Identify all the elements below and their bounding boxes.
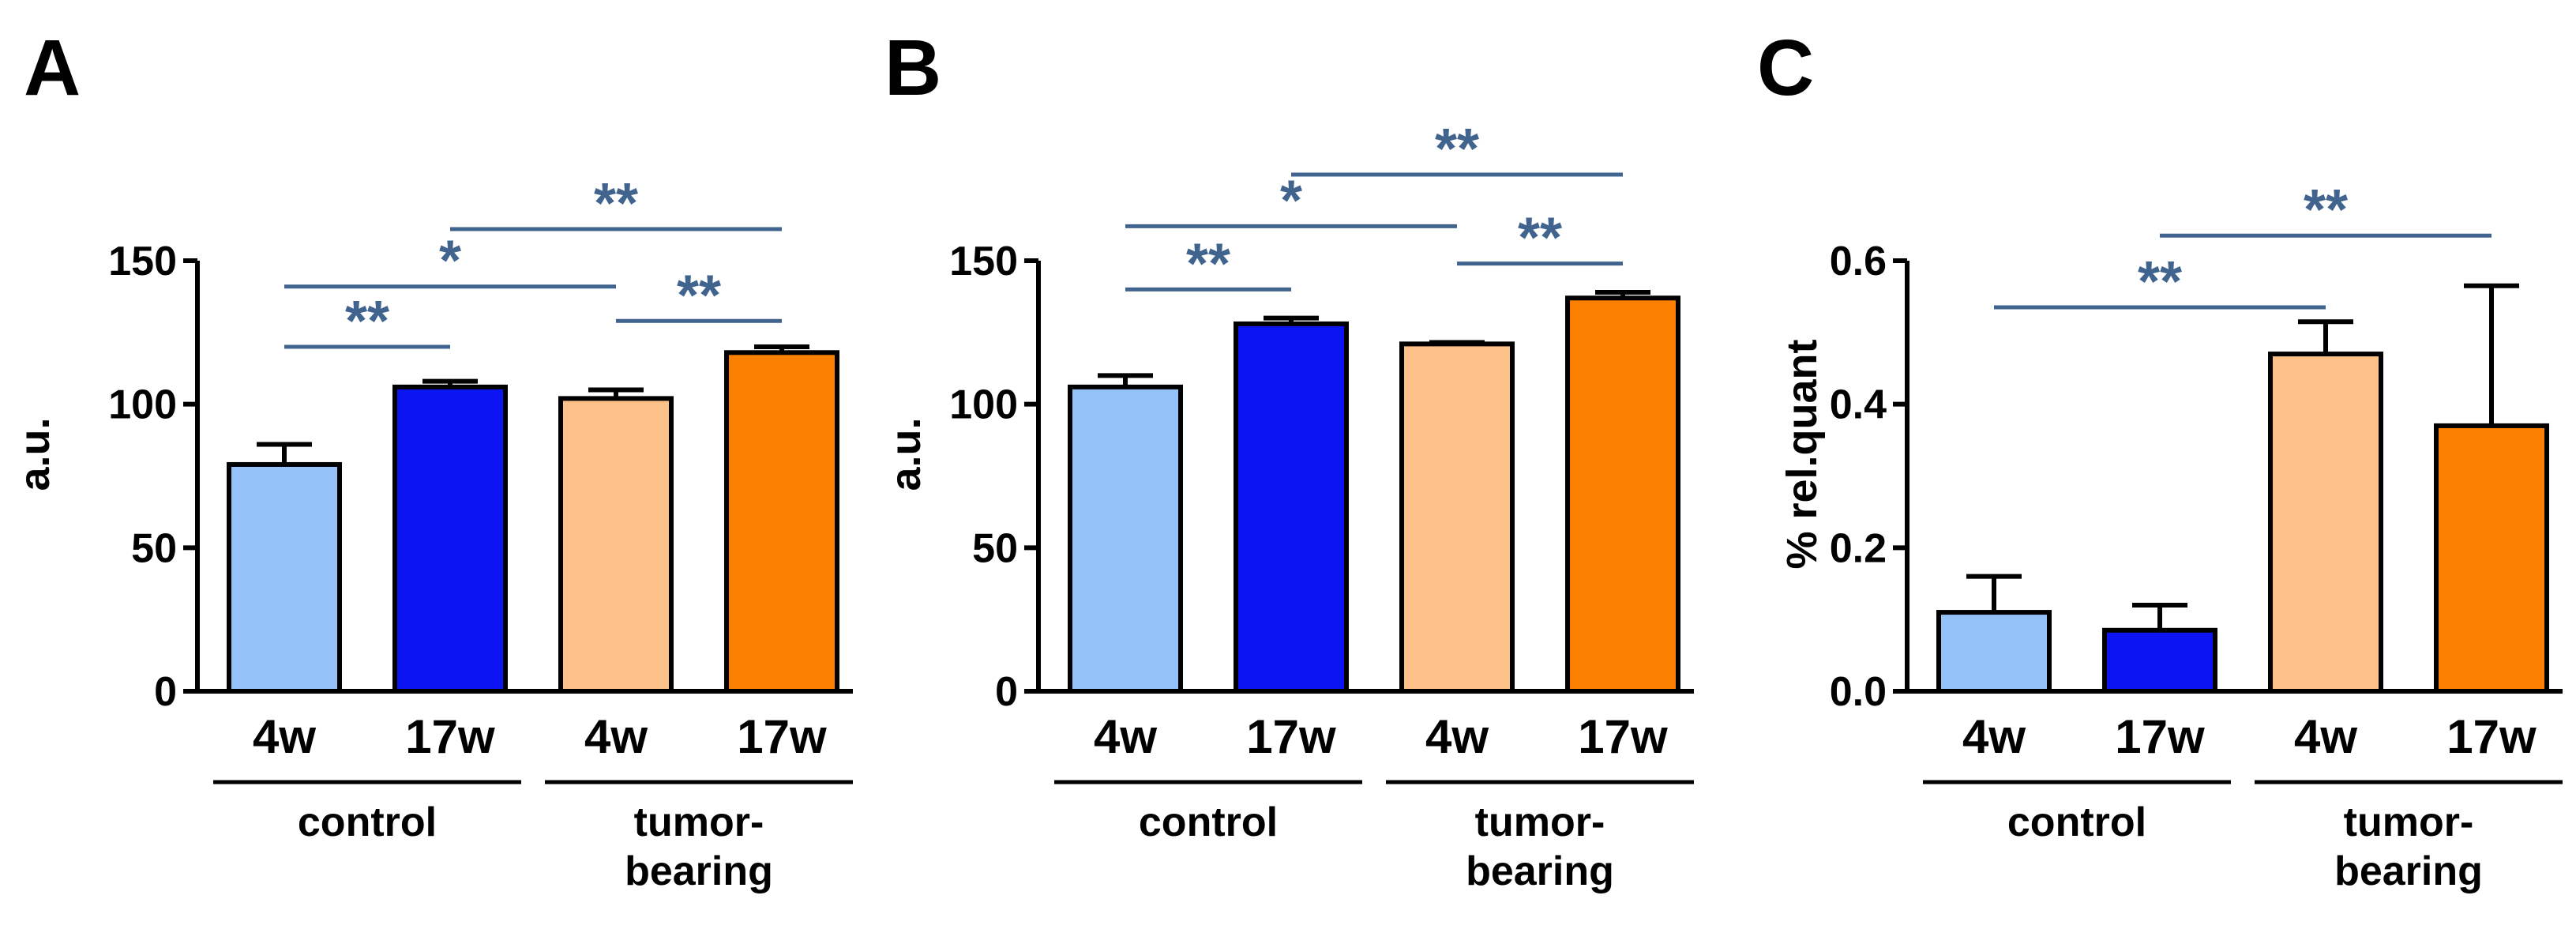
y-axis-label: a.u. xyxy=(882,417,929,491)
y-tick-label: 150 xyxy=(949,239,1018,284)
group-label: tumor- xyxy=(634,799,764,845)
x-tick-label: 4w xyxy=(1962,710,2026,763)
significance-label: ** xyxy=(2304,179,2348,242)
x-tick-label: 17w xyxy=(405,710,495,763)
group-label: bearing xyxy=(2334,848,2483,894)
x-tick-label: 4w xyxy=(584,710,648,763)
panel-b: B 0 50 100 150 a.u. 4w 17w 4w 17w control tumor-bea… xyxy=(882,24,1694,894)
significance-label: * xyxy=(439,230,461,293)
y-tick-label: 0.2 xyxy=(1830,525,1887,571)
bar xyxy=(724,350,839,694)
x-tick-label: 17w xyxy=(1246,710,1336,763)
panel-a: A 0 50 100 150 a.u. 4w 17w 4w 17w control tumor-bea… xyxy=(11,24,853,894)
bar xyxy=(1234,321,1349,694)
y-tick-label: 50 xyxy=(131,525,177,571)
y-tick-label: 0 xyxy=(995,669,1018,715)
bar xyxy=(558,396,674,694)
y-tick-label: 0.0 xyxy=(1830,669,1887,715)
bar xyxy=(2434,423,2549,694)
bar xyxy=(1936,610,2052,694)
y-tick-label: 100 xyxy=(108,382,177,428)
bar xyxy=(227,461,342,694)
bar xyxy=(2102,627,2217,694)
bar xyxy=(1399,341,1515,694)
y-tick-label: 100 xyxy=(949,382,1018,428)
significance-label: ** xyxy=(594,172,638,235)
panel-letter: B xyxy=(884,24,941,112)
significance-label: ** xyxy=(2138,250,2182,314)
x-tick-label: 4w xyxy=(253,710,316,763)
y-tick-label: 0 xyxy=(154,669,177,715)
panel-c: C 0.0 0.2 0.4 0.6 % rel.quant 4w 17w 4w 17w contro… xyxy=(1757,24,2563,894)
y-tick-label: 150 xyxy=(108,239,177,284)
significance-label: ** xyxy=(1435,118,1479,181)
x-tick-label: 17w xyxy=(1578,710,1668,763)
panel-letter: C xyxy=(1757,24,1814,112)
x-tick-label: 17w xyxy=(2115,710,2205,763)
bar xyxy=(392,384,508,694)
y-axis-label: a.u. xyxy=(11,417,58,491)
x-tick-label: 17w xyxy=(737,710,827,763)
significance-label: ** xyxy=(1518,207,1562,270)
group-label: control xyxy=(298,799,437,845)
y-tick-label: 0.4 xyxy=(1830,382,1887,428)
x-tick-label: 17w xyxy=(2446,710,2537,763)
significance-label: ** xyxy=(1186,232,1230,295)
x-tick-label: 4w xyxy=(1425,710,1489,763)
y-tick-label: 50 xyxy=(972,525,1018,571)
x-tick-label: 4w xyxy=(1094,710,1157,763)
significance-label: * xyxy=(1280,169,1302,232)
bar xyxy=(1565,295,1680,694)
significance-label: ** xyxy=(677,264,721,327)
group-label: control xyxy=(2007,799,2146,845)
bar xyxy=(2268,352,2383,694)
group-label: tumor- xyxy=(1475,799,1605,845)
y-tick-label: 0.6 xyxy=(1830,239,1887,284)
group-label: bearing xyxy=(1466,848,1614,894)
group-label: tumor- xyxy=(2344,799,2474,845)
group-label: bearing xyxy=(625,848,773,894)
panel-letter: A xyxy=(24,24,81,112)
significance-label: ** xyxy=(345,290,389,353)
group-label: control xyxy=(1139,799,1278,845)
y-axis-label: % rel.quant xyxy=(1778,339,1826,569)
bar xyxy=(1068,384,1183,694)
x-tick-label: 4w xyxy=(2294,710,2357,763)
